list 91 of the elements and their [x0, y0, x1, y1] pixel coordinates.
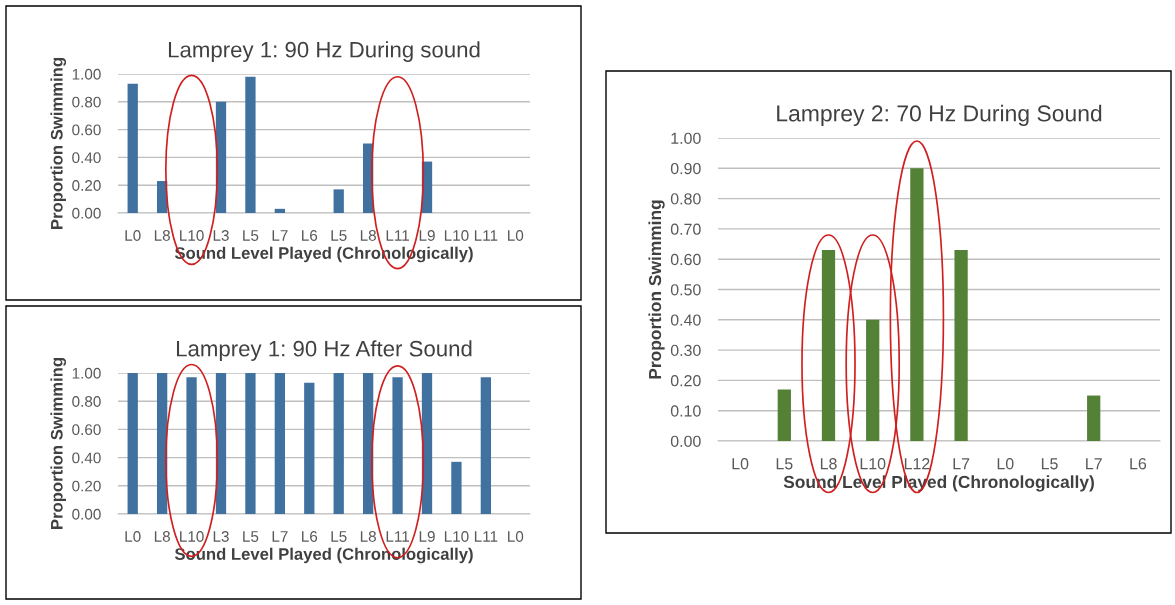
bar	[421, 373, 433, 514]
x-tick-label: L6	[1130, 458, 1147, 470]
bar	[954, 250, 968, 441]
bar	[333, 189, 344, 213]
x-tick-label: L10	[444, 230, 469, 241]
bar	[777, 389, 791, 441]
y-tick-label: 0.00	[670, 435, 701, 447]
x-tick-label: L0	[508, 531, 524, 542]
x-tick-label: L0	[125, 531, 141, 542]
x-tick-label: L11	[474, 230, 498, 241]
y-axis-title: Proportion Swimming	[50, 358, 67, 529]
y-tick-label: 0.50	[670, 284, 701, 296]
y-tick-label: 0.20	[72, 180, 101, 191]
y-tick-label: 0.70	[670, 223, 701, 235]
y-tick-label: 0.10	[670, 405, 701, 417]
x-tick-label: L6	[302, 230, 318, 241]
bar	[245, 76, 256, 213]
bar	[866, 319, 880, 441]
y-tick-label: 0.40	[72, 452, 101, 464]
y-tick-label: 0.90	[670, 162, 701, 175]
bar	[245, 373, 256, 514]
bar	[392, 377, 403, 514]
bar	[451, 461, 462, 514]
x-axis-title: Sound Level Played (Chronologically)	[174, 547, 473, 564]
chart-title: Lamprey 2: 70 Hz During Sound	[777, 104, 1102, 127]
y-tick-label: 0.80	[72, 396, 101, 407]
x-tick-label: L9	[419, 531, 435, 542]
x-tick-label: L9	[419, 230, 435, 241]
x-tick-label: L8	[154, 230, 170, 241]
x-tick-label: L5	[331, 230, 347, 241]
chart-title: Lamprey 1: 90 Hz During sound	[168, 41, 480, 62]
x-tick-label: L7	[1086, 458, 1102, 470]
y-tick-label: 0.80	[72, 96, 101, 108]
x-tick-label: L7	[953, 458, 970, 470]
bar	[274, 208, 286, 213]
x-tick-label: L7	[272, 230, 288, 241]
bar	[304, 382, 315, 514]
bar	[186, 377, 197, 514]
y-tick-label: 0.40	[72, 152, 101, 164]
y-tick-label: 0.20	[670, 375, 701, 387]
y-tick-label: 0.00	[72, 207, 101, 219]
x-tick-label: L0	[732, 458, 749, 470]
x-tick-label: L10	[444, 531, 469, 542]
x-tick-label: L12	[904, 458, 930, 470]
y-tick-label: 0.40	[670, 314, 701, 326]
x-tick-label: L8	[154, 531, 170, 542]
x-tick-label: L5	[243, 230, 259, 241]
y-axis-title: Proportion Swimming	[50, 58, 67, 229]
bar	[821, 250, 836, 441]
x-tick-label: L5	[776, 458, 793, 470]
x-tick-label: L5	[331, 531, 347, 542]
bar	[274, 373, 286, 514]
x-tick-label: L0	[125, 230, 141, 241]
x-tick-label: L11	[474, 531, 498, 542]
x-tick-label: L11	[386, 531, 410, 542]
x-tick-label: L7	[272, 531, 288, 542]
y-tick-label: 0.00	[72, 508, 101, 520]
bar	[215, 373, 227, 514]
bar	[480, 377, 492, 514]
x-tick-label: L8	[360, 230, 376, 241]
x-tick-label: L3	[213, 230, 229, 241]
chart-title: Lamprey 1: 90 Hz After Sound	[176, 340, 472, 361]
y-tick-label: 1.00	[72, 68, 101, 80]
bar	[333, 373, 344, 514]
x-tick-label: L8	[360, 531, 376, 542]
x-tick-label: L10	[180, 531, 204, 542]
y-tick-label: 0.80	[670, 193, 701, 205]
y-axis-title: Proportion Swimming	[648, 200, 665, 379]
bar	[910, 168, 924, 441]
x-tick-label: L8	[820, 458, 837, 470]
bar	[127, 83, 138, 213]
x-tick-label: L5	[243, 531, 259, 542]
y-tick-label: 0.30	[670, 344, 701, 357]
x-tick-label: L10	[860, 458, 886, 470]
x-tick-label: L0	[997, 458, 1014, 470]
bar	[362, 373, 374, 514]
y-tick-label: 0.60	[72, 124, 101, 136]
y-tick-label: 1.00	[671, 132, 701, 144]
x-tick-label: L0	[508, 230, 524, 241]
x-tick-label: L3	[213, 531, 229, 542]
bar	[127, 373, 138, 514]
y-tick-label: 0.60	[72, 424, 101, 436]
y-tick-label: 0.20	[72, 480, 101, 492]
bar	[1087, 395, 1101, 441]
y-tick-label: 0.60	[670, 253, 701, 266]
x-tick-label: L10	[180, 230, 204, 241]
x-tick-label: L6	[302, 531, 318, 542]
x-tick-label: L11	[386, 230, 410, 241]
x-tick-label: L5	[1041, 458, 1058, 470]
y-tick-label: 1.00	[72, 367, 101, 379]
bar	[156, 373, 168, 514]
